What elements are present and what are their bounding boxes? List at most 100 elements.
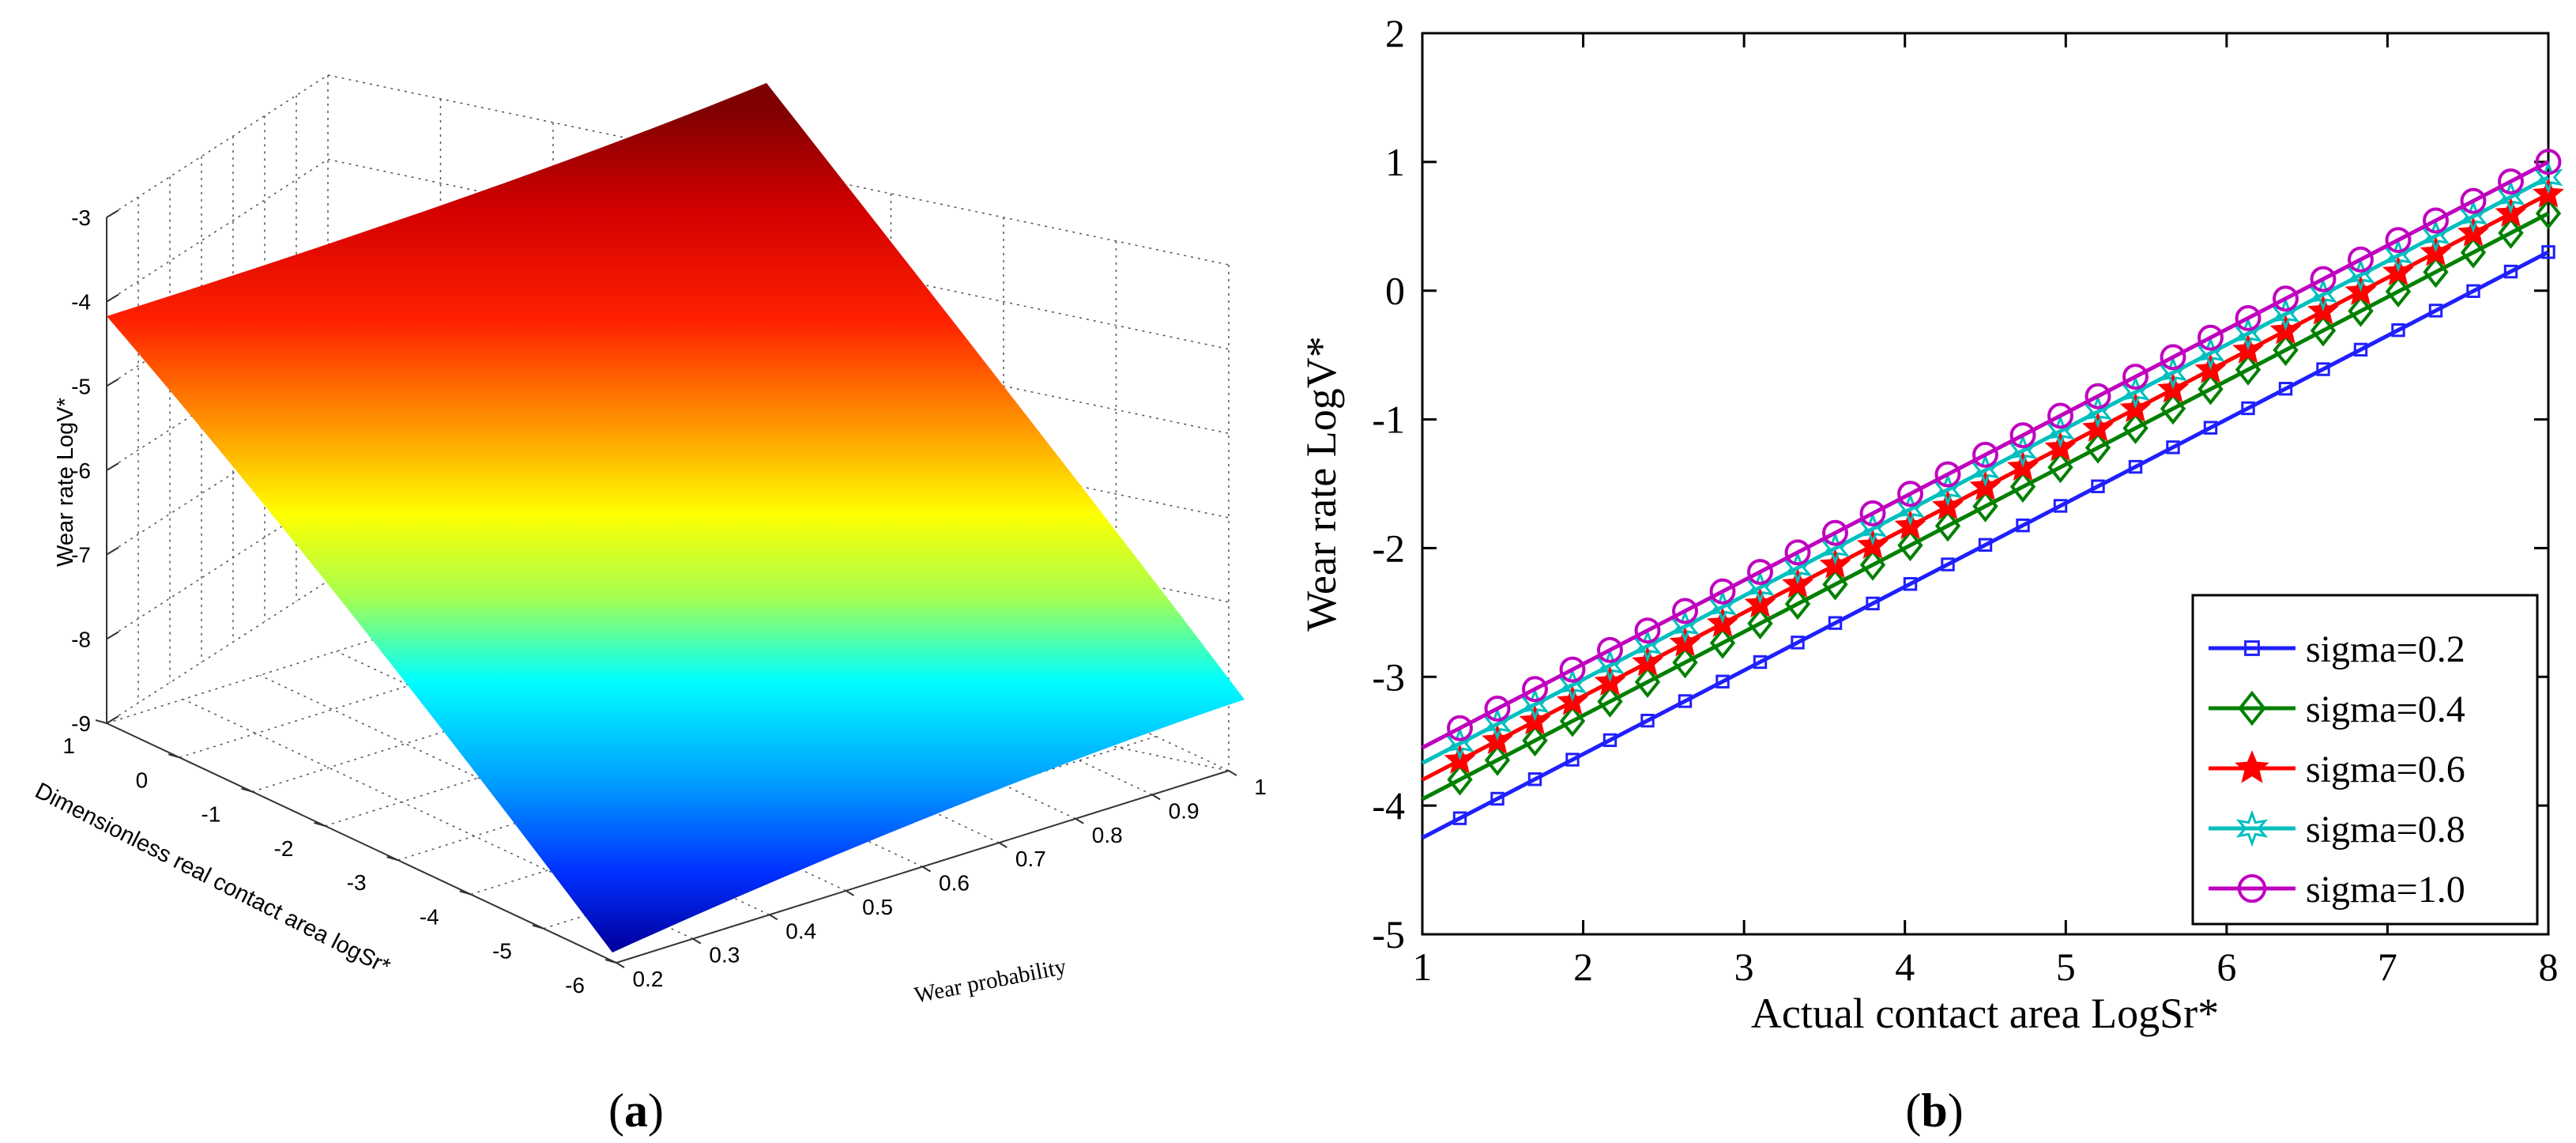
z-tick [106, 209, 119, 218]
data-point [1595, 648, 1625, 683]
y-tick-label: -2 [274, 836, 294, 861]
legend-item: sigma=0.2 [2209, 628, 2465, 670]
data-point [1903, 577, 1918, 591]
z-tick-label: -6 [71, 458, 91, 483]
y-tick [241, 787, 253, 793]
data-point [2535, 149, 2562, 175]
grid-line [106, 412, 329, 556]
data-point [1934, 509, 1961, 542]
data-point [2348, 246, 2374, 273]
data-point [2166, 440, 2180, 455]
z-tick [106, 631, 119, 640]
legend-item: sigma=1.0 [2209, 869, 2465, 911]
x-tick-label: 0.5 [862, 895, 893, 919]
data-point [1747, 607, 1773, 639]
data-point [1559, 704, 1586, 737]
x-tick-label: 2 [1573, 945, 1593, 989]
x-tick-label: 7 [2378, 945, 2397, 989]
caption-a-letter: a [624, 1085, 648, 1137]
data-point [2016, 518, 2030, 533]
series-sigma=0.2 [1421, 245, 2555, 840]
data-point [2503, 264, 2518, 279]
data-point [2235, 353, 2262, 386]
data-point [2348, 295, 2374, 327]
y-tick [95, 719, 107, 724]
data-point [2460, 236, 2487, 269]
series-line [1421, 175, 2550, 765]
data-point [1708, 590, 1738, 624]
z-tick-label: -7 [71, 543, 91, 568]
y-tick-label: -1 [201, 802, 220, 827]
data-point [1484, 696, 1511, 722]
x-tick-label: 4 [1895, 945, 1915, 989]
data-point [1565, 753, 1580, 767]
y-tick [604, 959, 617, 964]
data-point [1557, 668, 1587, 702]
data-point [1447, 715, 1473, 741]
data-point [1447, 764, 1473, 796]
data-point [1520, 687, 1550, 722]
data-point [2009, 422, 2036, 449]
data-point [2085, 432, 2111, 464]
data-point [1527, 772, 1542, 787]
x-tick-label: 1 [1254, 775, 1267, 799]
x-tick-label: 1 [1413, 945, 1433, 989]
b-y-axis-label: Wear rate LogV* [1297, 336, 1345, 631]
data-point [2466, 284, 2480, 298]
data-point [1784, 587, 1811, 621]
x-axis-label: Wear probability [913, 954, 1069, 1009]
data-point [1866, 596, 1880, 611]
grid-line [106, 74, 329, 218]
z-tick-label: -5 [71, 374, 91, 398]
z-tick [106, 293, 119, 303]
legend-item: sigma=0.6 [2209, 749, 2465, 790]
data-point [2083, 394, 2113, 429]
data-point [2158, 356, 2188, 390]
data-point [2541, 245, 2555, 259]
data-point [1633, 628, 1663, 663]
data-point [2203, 421, 2218, 435]
y-axis-ticks: 1 0 -1 -2 -3 -4 -5 -6 [62, 719, 617, 998]
data-point [1672, 598, 1698, 624]
caption-a-close: ) [648, 1085, 664, 1137]
legend-label: sigma=1.0 [2306, 869, 2465, 911]
x-tick-label: 0.2 [633, 967, 664, 991]
z-tick-label: -8 [71, 627, 91, 651]
data-point [1597, 685, 1623, 718]
data-point [2198, 373, 2224, 406]
data-point [1897, 481, 1923, 507]
y-tick-label: -5 [492, 939, 512, 964]
legend-item: sigma=0.8 [2209, 809, 2465, 851]
data-point [1897, 529, 1923, 562]
data-point [2085, 383, 2111, 409]
data-point [2428, 304, 2443, 318]
data-point [2235, 305, 2262, 331]
data-point [2196, 336, 2225, 371]
x-tick [1151, 794, 1161, 801]
data-point [1672, 646, 1698, 679]
data-point [2316, 362, 2330, 376]
x-tick [616, 962, 625, 968]
y-tick-label: 1 [1385, 140, 1405, 184]
data-point [1747, 559, 1773, 586]
data-point [1858, 511, 1888, 546]
data-point [2346, 258, 2375, 292]
y-tick-label: -3 [1372, 654, 1405, 699]
legend-marker [2244, 640, 2260, 656]
data-point [2498, 168, 2524, 195]
legend-marker [2235, 809, 2269, 847]
data-point [1602, 733, 1618, 748]
data-point [1972, 490, 1998, 522]
x-tick-label: 6 [2216, 945, 2236, 989]
x-tick [692, 937, 702, 945]
data-point [2122, 364, 2149, 390]
y-tick [314, 821, 326, 827]
data-point [2533, 160, 2563, 194]
line-chart-ticks: 1 2 3 4 5 6 7 8 2 1 0 -1 -2 -3 -4 -5 [1372, 11, 2558, 989]
data-point [1482, 707, 1512, 741]
line-chart-panel: 1 2 3 4 5 6 7 8 2 1 0 -1 -2 -3 -4 -5 sigma=0.2 sigma=0.4… [1297, 11, 2564, 1137]
grid-line [106, 327, 329, 471]
grid-line [106, 580, 329, 724]
data-point [2160, 392, 2186, 425]
